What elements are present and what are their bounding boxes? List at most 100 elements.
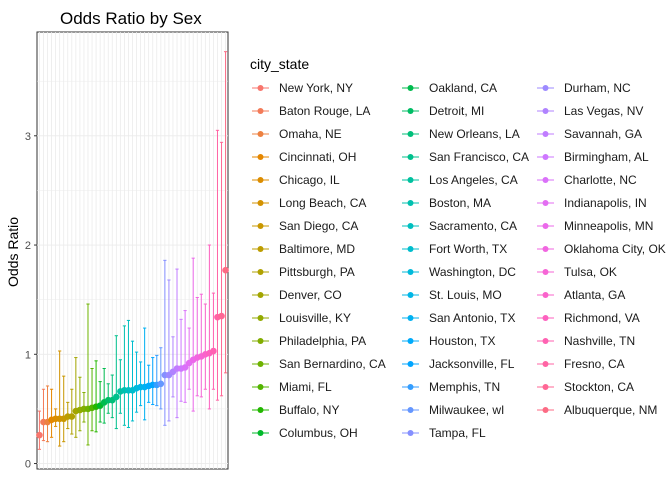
chart-title: Odds Ratio by Sex — [60, 9, 202, 28]
odds-ratio-point — [113, 393, 120, 401]
legend-label: Baltimore, MD — [279, 242, 355, 256]
legend-item: Birmingham, AL — [537, 150, 649, 164]
city-errorbar — [36, 410, 43, 450]
legend-key-point — [542, 223, 549, 229]
legend-key-point — [257, 246, 264, 252]
legend-key-point — [257, 407, 264, 413]
legend-label: Charlotte, NC — [564, 173, 637, 187]
legend-label: Richmond, VA — [564, 311, 640, 325]
legend-key-point — [407, 338, 414, 344]
y-tick-label: 1 — [25, 349, 31, 361]
legend-label: Jacksonville, FL — [429, 357, 515, 371]
legend-key-point — [542, 200, 549, 206]
legend-key-point — [542, 108, 549, 114]
legend: New York, NY Baton Rouge, LA Omaha, NE Cinc… — [252, 81, 666, 440]
legend-key-point — [407, 407, 414, 413]
legend-key-point — [542, 315, 549, 321]
legend-key-point — [257, 292, 264, 298]
legend-item: Durham, NC — [537, 81, 631, 95]
legend-item: Cincinnati, OH — [252, 150, 356, 164]
legend-key-point — [542, 407, 549, 413]
legend-item: Omaha, NE — [252, 127, 342, 141]
legend-item: Houston, TX — [402, 334, 495, 348]
legend-item: Stockton, CA — [537, 380, 634, 394]
legend-item: Milwaukee, wI — [402, 403, 504, 417]
legend-label: New Orleans, LA — [429, 127, 520, 141]
city-errorbar — [202, 303, 209, 390]
legend-key-point — [407, 430, 414, 436]
legend-item: New Orleans, LA — [402, 127, 520, 141]
legend-label: Detroit, MI — [429, 104, 484, 118]
legend-key-point — [407, 384, 414, 390]
legend-key-point — [257, 315, 264, 321]
legend-item: Jacksonville, FL — [402, 357, 515, 371]
legend-key-point — [542, 154, 549, 160]
legend-key-point — [407, 269, 414, 275]
legend-label: New York, NY — [279, 81, 353, 95]
legend-key-point — [407, 154, 414, 160]
legend-key-point — [407, 108, 414, 114]
legend-label: Durham, NC — [564, 81, 631, 95]
city-errorbar — [113, 335, 120, 430]
legend-label: Buffalo, NY — [279, 403, 339, 417]
odds-ratio-point — [157, 380, 165, 388]
legend-item: Tulsa, OK — [537, 265, 617, 279]
legend-item: Sacramento, CA — [402, 219, 517, 233]
legend-key-point — [542, 361, 549, 367]
legend-label: Las Vegas, NV — [564, 104, 643, 118]
legend-item: Charlotte, NC — [537, 173, 637, 187]
city-errorbar — [165, 279, 173, 422]
odds-ratio-point — [210, 347, 217, 355]
legend-item: Memphis, TN — [402, 380, 500, 394]
legend-label: Baton Rouge, LA — [279, 104, 370, 118]
legend-key-point — [407, 223, 414, 229]
legend-key-point — [407, 131, 414, 137]
legend-label: Cincinnati, OH — [279, 150, 356, 164]
legend-label: Stockton, CA — [564, 380, 634, 394]
legend-key-point — [542, 85, 549, 91]
city-errorbar — [218, 141, 225, 397]
legend-item: Philadelphia, PA — [252, 334, 366, 348]
city-errorbar — [157, 347, 165, 410]
legend-key-point — [407, 361, 414, 367]
legend-item: Chicago, IL — [252, 173, 340, 187]
legend-label: Long Beach, CA — [279, 196, 366, 210]
legend-key-point — [407, 292, 414, 298]
legend-label: Pittsburgh, PA — [279, 265, 355, 279]
city-errorbar — [141, 327, 148, 421]
legend-key-point — [542, 246, 549, 252]
legend-label: Oakland, CA — [429, 81, 497, 95]
legend-label: San Bernardino, CA — [279, 357, 386, 371]
y-axis-label: Odds Ratio — [5, 217, 21, 287]
legend-item: Buffalo, NY — [252, 403, 339, 417]
legend-item: Oklahoma City, OK — [537, 242, 666, 256]
odds-ratio-point — [181, 364, 189, 371]
legend-title: city_state — [250, 56, 309, 72]
city-errorbar — [210, 292, 217, 390]
legend-label: San Antonio, TX — [429, 311, 516, 325]
legend-label: Birmingham, AL — [564, 150, 649, 164]
legend-key-point — [407, 315, 414, 321]
legend-item: Baton Rouge, LA — [252, 104, 370, 118]
legend-label: Savannah, GA — [564, 127, 642, 141]
legend-key-point — [542, 131, 549, 137]
odds-ratio-point — [68, 413, 76, 420]
legend-item: Columbus, OH — [252, 426, 358, 440]
legend-item: Atlanta, GA — [537, 288, 625, 302]
legend-item: Washington, DC — [402, 265, 516, 279]
data-layer — [36, 51, 229, 450]
legend-label: Albuquerque, NM — [564, 403, 657, 417]
legend-label: Denver, CO — [279, 288, 342, 302]
legend-item: Long Beach, CA — [252, 196, 366, 210]
legend-key-point — [542, 269, 549, 275]
legend-key-point — [257, 154, 264, 160]
legend-label: Fresno, CA — [564, 357, 625, 371]
legend-item: San Diego, CA — [252, 219, 358, 233]
legend-key-point — [257, 384, 264, 390]
legend-item: New York, NY — [252, 81, 353, 95]
legend-label: Washington, DC — [429, 265, 516, 279]
legend-label: Philadelphia, PA — [279, 334, 366, 348]
legend-key-point — [257, 338, 264, 344]
legend-item: Minneapolis, MN — [537, 219, 653, 233]
